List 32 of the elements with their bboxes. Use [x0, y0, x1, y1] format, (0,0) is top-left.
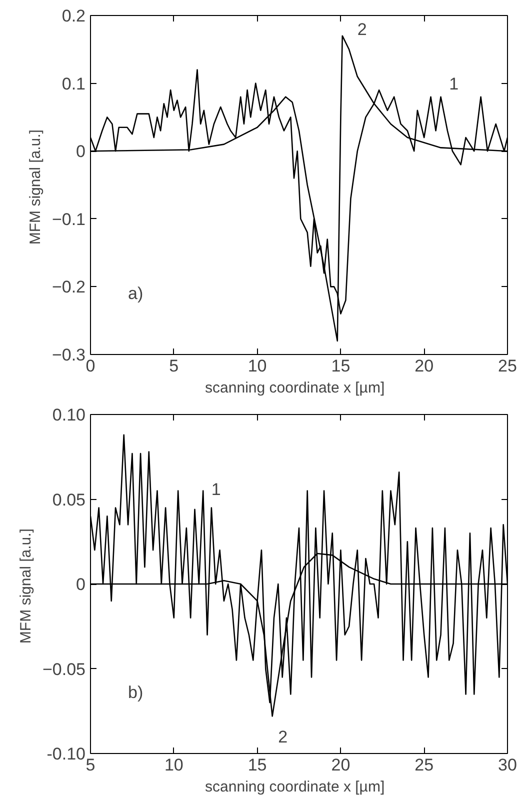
y-tick-label: 0: [76, 142, 86, 162]
y-tick-label: −0.3: [52, 346, 86, 364]
y-axis-title: MFM signal [a.u.]: [17, 528, 34, 644]
y-tick-label: 0.05: [52, 490, 86, 510]
y-tick-label: 0.2: [62, 6, 86, 26]
x-tick-label: 15: [248, 756, 267, 774]
x-tick-label: 5: [169, 356, 179, 376]
x-tick-label: 15: [331, 356, 350, 376]
x-tick-label: 20: [331, 756, 350, 774]
annotation: 2: [357, 20, 367, 40]
y-tick-label: −0.1: [52, 210, 86, 229]
annotation: 2: [278, 728, 288, 747]
annotation: b): [128, 682, 144, 702]
y-tick-label: -0.10: [46, 744, 86, 764]
y-tick-label: 0: [76, 575, 86, 594]
annotation: 1: [211, 480, 221, 500]
x-tick-label: 20: [414, 356, 434, 376]
x-tick-label: 25: [414, 756, 434, 774]
x-axis-title: scanning coordinate x [µm]: [205, 380, 385, 396]
y-tick-label: −0.05: [42, 660, 86, 679]
x-tick-label: 25: [498, 356, 517, 376]
x-tick-label: 10: [248, 356, 267, 376]
annotation: a): [128, 284, 144, 303]
annotation: 1: [449, 74, 459, 94]
y-tick-label: 0.1: [62, 74, 86, 94]
x-tick-label: 30: [498, 756, 517, 774]
y-axis-title: MFM signal [a.u.]: [26, 130, 44, 245]
x-axis-title: scanning coordinate x [µm]: [205, 778, 385, 796]
x-tick-label: 10: [164, 756, 184, 774]
x-tick-label: 5: [86, 756, 96, 774]
y-tick-label: −0.2: [52, 278, 86, 297]
y-tick-label: 0.10: [52, 406, 86, 424]
